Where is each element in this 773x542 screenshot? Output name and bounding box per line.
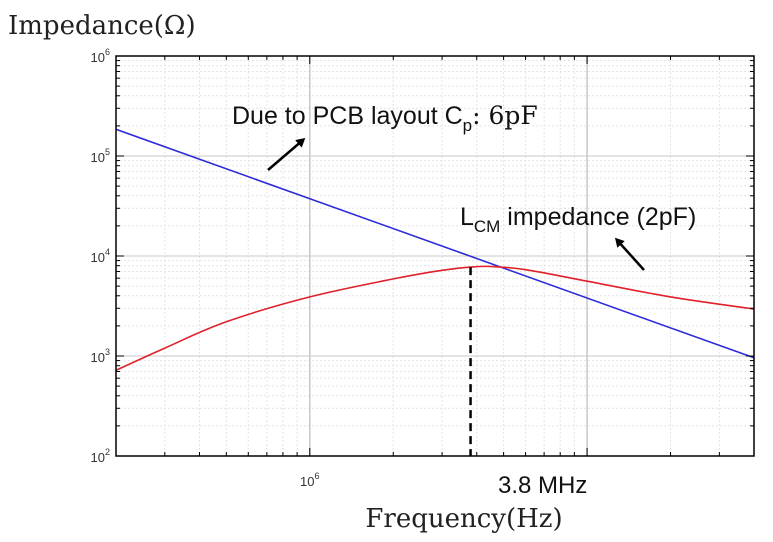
y-tick-label-exp: 6 [105, 47, 110, 57]
y-tick-label: 103 [91, 347, 110, 365]
lcm-label-subscript: CM [474, 217, 500, 236]
cp-annotation-arrow [267, 138, 306, 171]
lcm-annotation-label: LCM impedance (2pF) [460, 203, 696, 236]
y-tick-label-base: 10 [91, 150, 105, 165]
y-tick-label: 105 [91, 147, 110, 165]
y-tick-label-base: 10 [91, 450, 105, 465]
crossover-label-bg [494, 465, 614, 499]
lcm-label-main: L [460, 203, 474, 231]
y-tick-label-base: 10 [91, 250, 105, 265]
y-tick-label-base: 10 [91, 350, 105, 365]
y-tick-label: 106 [91, 47, 110, 65]
series-layer [115, 128, 755, 372]
y-tick-label-exp: 5 [105, 147, 110, 157]
lcm-impedance-curve [115, 265, 755, 372]
y-tick-label: 102 [91, 447, 110, 465]
cp-annotation-label: Due to PCB layout Cp: 6pF [232, 101, 538, 135]
lcm-annotation-arrow [614, 237, 645, 271]
cp-label-value: : 6pF [472, 101, 538, 130]
y-tick-label: 104 [91, 247, 110, 265]
cp-label-subscript: p [463, 116, 472, 135]
y-tick-label-base: 10 [91, 50, 105, 65]
crossover-label: 3.8 MHz [498, 472, 587, 499]
y-tick-label-exp: 3 [105, 347, 110, 357]
y-tick-label-exp: 2 [105, 447, 110, 457]
cp-impedance-line [115, 128, 755, 359]
y-axis-label: Impedance(Ω) [8, 11, 196, 41]
x-tick-label-exp: 6 [315, 471, 320, 481]
x-tick-label-base: 10 [300, 474, 314, 489]
y-tick-label-exp: 4 [105, 247, 110, 257]
cp-label-main: Due to PCB layout C [232, 102, 463, 130]
lcm-label-rest: impedance (2pF) [500, 203, 696, 231]
x-tick-label: 106 [300, 471, 319, 489]
plot-frame [115, 55, 755, 457]
x-axis-label: Frequency(Hz) [365, 504, 562, 534]
